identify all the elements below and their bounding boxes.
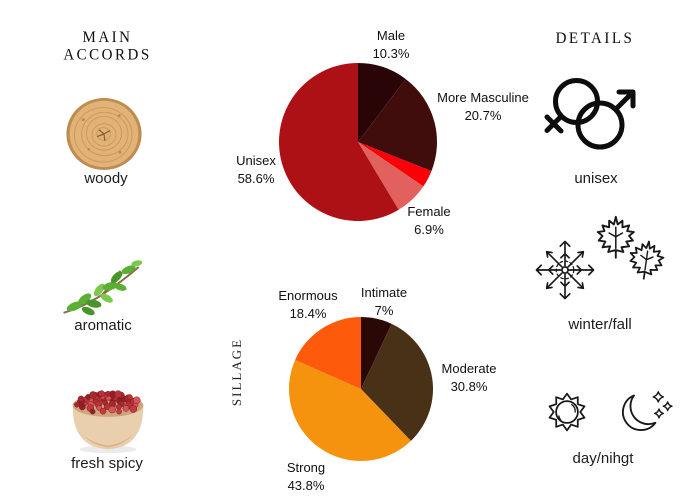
winter-fall-icons — [528, 214, 678, 306]
detail-label-day-night: day/nihgt — [572, 450, 634, 467]
pie-label-enormous-pct: 18.4% — [289, 305, 327, 321]
moon-icon — [621, 391, 673, 431]
pie-label-intimate: Intimate 7% — [349, 284, 419, 319]
main-accords-title: MAIN ACCORDS — [63, 29, 152, 64]
accord-label-aromatic: aromatic — [74, 317, 132, 334]
day-night-icons — [530, 374, 680, 448]
pie-slice — [289, 359, 411, 461]
pie-label-enormous: Enormous 18.4% — [273, 287, 343, 322]
pie-label-male-name: Male — [376, 28, 406, 43]
gender-unisex-icon — [544, 78, 636, 150]
pie-label-male: Male 10.3% — [356, 27, 426, 62]
pie-slice — [358, 142, 424, 210]
pie-label-enormous-name: Enormous — [278, 288, 338, 303]
sun-icon — [548, 392, 586, 432]
pie-label-more-masculine: More Masculine 20.7% — [420, 89, 546, 124]
pie-label-more-masculine-pct: 20.7% — [464, 107, 502, 123]
pie-label-female: Female 6.9% — [394, 203, 464, 238]
pie-label-strong-name: Strong — [286, 460, 326, 475]
pie-label-moderate-pct: 30.8% — [450, 378, 488, 394]
maple-leaves-icon — [596, 215, 665, 280]
pie-label-moderate: Moderate 30.8% — [431, 360, 507, 395]
pie-slice — [361, 323, 433, 441]
pie-slice — [361, 317, 392, 389]
pie-label-unisex-pct: 58.6% — [237, 170, 275, 186]
sillage-axis-label: SILLAGE — [229, 337, 244, 407]
pie-slice — [295, 317, 361, 389]
pie-slice — [279, 63, 399, 221]
pie-slice — [358, 78, 437, 172]
pie-label-moderate-name: Moderate — [441, 361, 497, 376]
snowflake-icon — [535, 240, 595, 300]
pie-slice — [358, 63, 406, 142]
pie-label-intimate-pct: 7% — [374, 302, 394, 318]
details-title: DETAILS — [555, 30, 635, 48]
pie-label-more-masculine-name: More Masculine — [437, 90, 529, 105]
accord-label-woody: woody — [84, 170, 128, 187]
herb-sprig-image — [63, 260, 143, 316]
pie-slice — [358, 142, 432, 187]
pie-label-female-pct: 6.9% — [414, 221, 444, 237]
pie-label-female-name: Female — [407, 204, 451, 219]
pie-label-male-pct: 10.3% — [372, 45, 410, 61]
pie-label-strong: Strong 43.8% — [271, 459, 341, 494]
gender-pie-chart — [279, 63, 437, 221]
peppercorn-bowl-image — [72, 390, 144, 454]
pie-label-strong-pct: 43.8% — [287, 477, 325, 493]
sillage-pie-chart — [289, 317, 433, 461]
pie-label-unisex-name: Unisex — [236, 153, 276, 168]
pie-label-unisex: Unisex 58.6% — [221, 152, 291, 187]
wood-slice-image — [66, 98, 142, 170]
detail-label-unisex: unisex — [574, 170, 618, 187]
pie-label-intimate-name: Intimate — [360, 285, 408, 300]
peppercorns — [74, 390, 141, 415]
detail-label-winter-fall: winter/fall — [568, 316, 632, 333]
accord-label-fresh-spicy: fresh spicy — [71, 455, 143, 472]
